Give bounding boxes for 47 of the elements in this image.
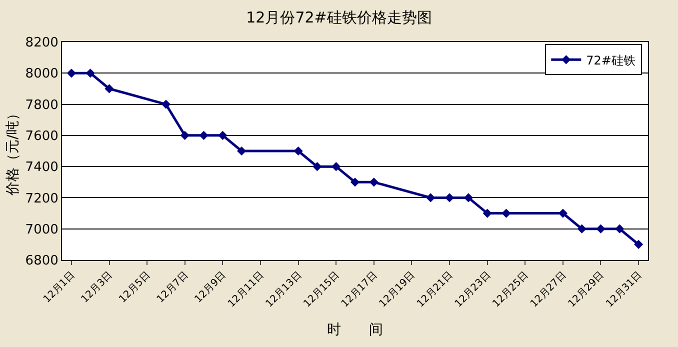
point [180, 130, 190, 140]
x-tick-label: 12月31日 [604, 270, 644, 310]
x-tick-label: 12月11日 [226, 270, 266, 310]
y-axis-title: 价格（元/吨） [4, 106, 21, 196]
x-tick-label: 12月27日 [528, 270, 569, 310]
y-tick-label: 7800 [25, 98, 58, 113]
x-tick-label: 12月17日 [340, 270, 380, 310]
x-tick-label: 12月25日 [490, 270, 531, 310]
chart-title: 12月份72#硅铁价格走势图 [246, 8, 432, 27]
point [615, 224, 624, 234]
y-tick-label: 7600 [25, 128, 58, 144]
point [596, 224, 606, 234]
y-tick-label: 7200 [25, 191, 58, 206]
x-axis-title: 时 间 [327, 322, 383, 338]
point [369, 178, 378, 187]
point [332, 162, 341, 172]
x-tick-label: 12月1日 [42, 270, 78, 306]
x-tick-label: 12月3日 [79, 270, 115, 306]
x-tick-label: 12月5日 [117, 270, 153, 306]
x-tick-label: 12月9日 [192, 270, 228, 306]
point [66, 68, 76, 78]
x-tick-label: 12月7日 [155, 270, 191, 306]
point [218, 130, 228, 140]
y-tick-label: 8000 [25, 66, 58, 82]
point [444, 193, 454, 202]
x-tick-label: 12月23日 [453, 270, 493, 310]
point [199, 130, 208, 140]
point [294, 146, 303, 156]
x-tick-label: 12月15日 [302, 270, 342, 310]
point [482, 208, 492, 218]
x-tick-label: 12月29日 [566, 270, 606, 310]
y-tick-label: 8200 [25, 36, 58, 51]
point [312, 162, 322, 172]
point [350, 178, 360, 187]
point [104, 84, 114, 94]
y-tick-label: 7400 [25, 160, 58, 176]
point [237, 146, 246, 156]
y-tick-label: 7000 [25, 222, 58, 238]
y-tick-label: 6800 [25, 254, 58, 269]
x-tick-label: 12月21日 [415, 270, 456, 310]
x-tick-label: 12月13日 [264, 270, 304, 310]
x-tick-label: 12月19日 [377, 270, 418, 310]
point [161, 100, 171, 109]
point [86, 68, 95, 78]
point [577, 224, 586, 234]
point [634, 240, 644, 249]
legend-label: 72#硅铁 [586, 53, 636, 68]
